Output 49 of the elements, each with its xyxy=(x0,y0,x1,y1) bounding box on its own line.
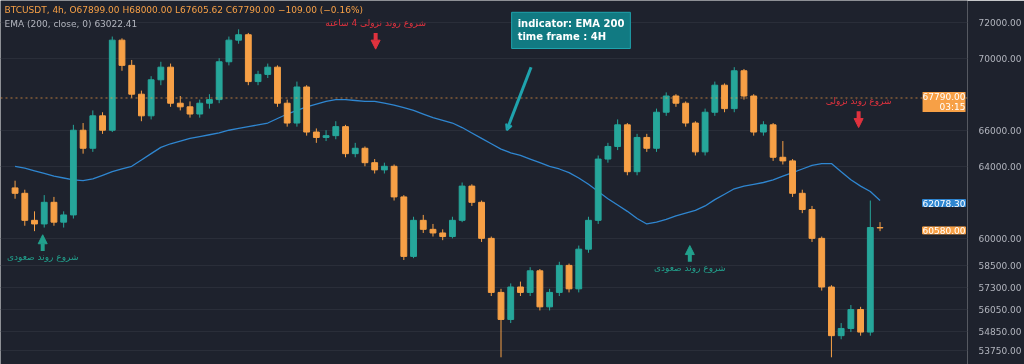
candlestick xyxy=(682,100,690,128)
y-tick-label: 70000.00 xyxy=(978,53,1022,64)
annotation: شروع روند صعودی xyxy=(6,251,79,262)
candlestick xyxy=(322,129,330,142)
candlestick xyxy=(50,196,58,227)
annotation: شروع روند نزولی 4 ساعته xyxy=(325,17,426,28)
y-tick-label: 57300.00 xyxy=(978,282,1022,293)
y-tick-label: 58500.00 xyxy=(978,260,1022,271)
text: 60580.00 xyxy=(922,225,966,236)
candlestick xyxy=(876,221,884,232)
candlestick xyxy=(225,36,233,66)
candlestick xyxy=(857,306,865,337)
candlestick xyxy=(79,122,87,155)
candlestick xyxy=(11,180,19,200)
candlestick xyxy=(157,61,165,86)
candlestick xyxy=(847,304,855,333)
y-tick-label: 66000.00 xyxy=(978,125,1022,136)
y-tick-label: 53750.00 xyxy=(978,346,1022,357)
chart-title: BTCUSDT, 4h, O67899.00 H68000.00 L67605.62 C67790.00 −109.00 (−0.16%) xyxy=(4,4,363,15)
text: EMA (200, close, 0) 63022.41 xyxy=(4,18,138,29)
candlestick xyxy=(565,263,573,293)
y-tick-label: 72000.00 xyxy=(978,17,1022,28)
candlestick xyxy=(40,194,48,229)
annotation: شروع روند نزولی xyxy=(825,95,892,106)
candlestick xyxy=(604,142,612,164)
annotation: indicator: EMA 200 time frame : 4H xyxy=(517,18,625,43)
annotation: شروع روند صعودی xyxy=(654,262,726,273)
candlestick xyxy=(546,288,554,311)
ref-line-label: 67790.00 03:15 xyxy=(922,91,966,112)
candlestick xyxy=(332,120,340,140)
y-tick-label: 60000.00 xyxy=(978,233,1022,244)
y-tick-label: 54850.00 xyxy=(978,326,1022,337)
candlestick xyxy=(468,183,476,207)
candlestick xyxy=(779,140,787,165)
candlestick xyxy=(449,216,456,239)
candlestick xyxy=(798,189,806,214)
candlestick xyxy=(429,223,437,238)
candlestick xyxy=(614,118,622,151)
candlestick xyxy=(526,266,534,297)
y-tick-label: 56050.00 xyxy=(978,305,1022,316)
candlestick xyxy=(419,214,427,234)
candlestick xyxy=(361,145,369,167)
candlestick xyxy=(31,210,38,232)
candlestick xyxy=(643,133,651,153)
candlestick xyxy=(186,100,194,119)
text: 62078.30 xyxy=(922,198,966,209)
y-tick-label: 64000.00 xyxy=(978,161,1022,172)
candlestick xyxy=(196,99,204,119)
candlestick xyxy=(99,111,106,135)
